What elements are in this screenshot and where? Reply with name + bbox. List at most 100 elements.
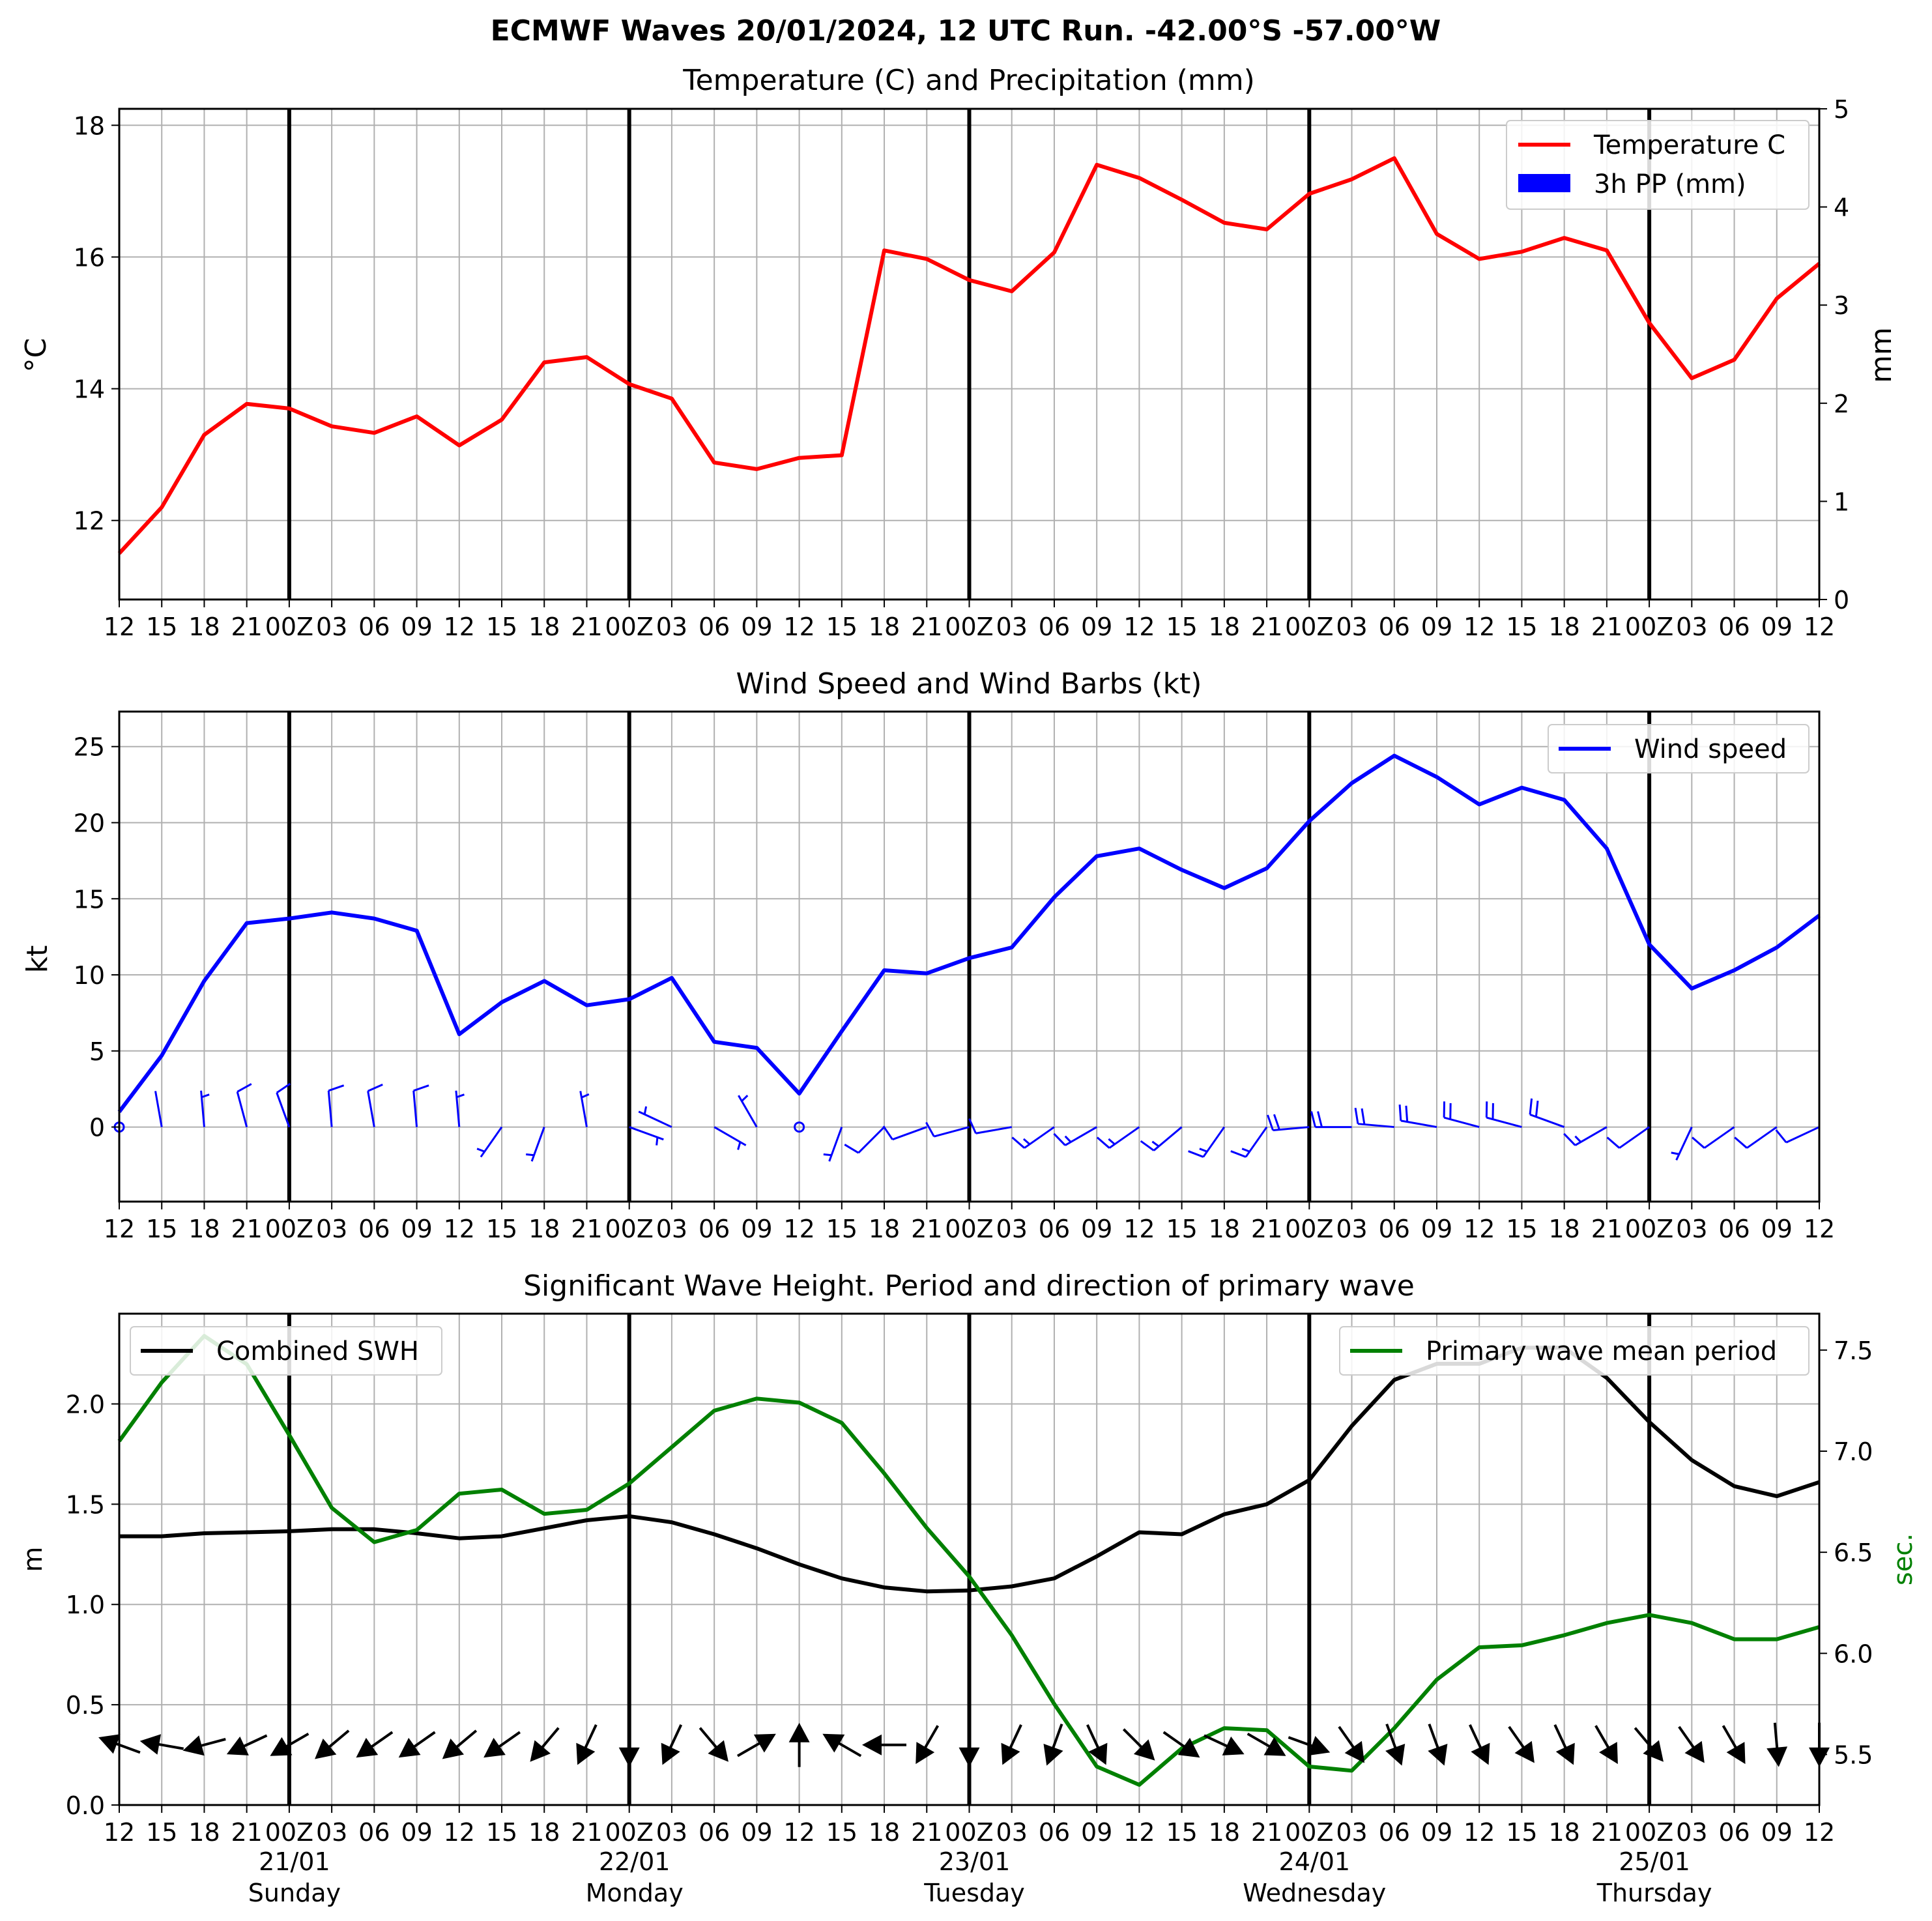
wind-barb	[1140, 1126, 1183, 1151]
wave-direction-arrow	[1678, 1726, 1705, 1763]
x-tick-label: 00Z	[1625, 1215, 1673, 1243]
wind-barb-full-flag	[276, 1082, 291, 1094]
wave-arrow-head	[356, 1737, 379, 1758]
wave-direction-arrow	[1722, 1725, 1746, 1765]
wind-barb-full-flag	[1606, 1136, 1621, 1149]
x-tick-label: 21	[911, 613, 942, 641]
x-tick-label: 12	[444, 613, 475, 641]
x-tick-label: 12	[104, 613, 135, 641]
x-tick-label: 06	[1718, 1818, 1750, 1847]
wave-direction-arrow	[822, 1733, 862, 1757]
wind-barb-staff	[1486, 1116, 1522, 1129]
wind-barb-full-flag	[1529, 1098, 1533, 1115]
wave-direction-arrow	[576, 1724, 598, 1765]
wave-direction-arrow	[270, 1732, 310, 1756]
wave-direction-arrow	[661, 1724, 683, 1765]
wave-direction-arrow	[356, 1731, 394, 1758]
wave-direction-arrow	[1122, 1728, 1155, 1761]
wind-barb-staff	[1703, 1126, 1735, 1149]
wave-arrow-shaft	[1122, 1728, 1144, 1749]
figure-title: ECMWF Waves 20/01/2024, 12 UTC Run. -42.…	[491, 14, 1441, 48]
x-tick-label: 00Z	[1625, 613, 1673, 641]
y2-tick-label: 0	[1834, 586, 1849, 614]
wave-arrow-head	[753, 1733, 776, 1753]
legend-label: Combined SWH	[216, 1336, 419, 1366]
wave-arrow-shaft	[1204, 1734, 1229, 1748]
day-name-label: Tuesday	[923, 1879, 1025, 1907]
wind-barb-full-flag	[1734, 1136, 1748, 1149]
wind-barb-staff	[1785, 1126, 1820, 1144]
x-tick-label: 15	[1166, 613, 1197, 641]
x-tick-label: 12	[783, 1818, 815, 1847]
x-tick-label: 06	[1379, 1818, 1410, 1847]
wave-arrow-shaft	[497, 1731, 521, 1748]
wind-barb	[1188, 1126, 1226, 1158]
wave-arrow-shaft	[1773, 1722, 1779, 1749]
wind-barb-staff	[1675, 1126, 1693, 1161]
panel-temperature-precipitation: Temperature (C) and Precipitation (mm) 1…	[20, 64, 1898, 641]
x-tick-label: 09	[1761, 613, 1793, 641]
panel-waves: Significant Wave Height. Period and dire…	[18, 1269, 1918, 1907]
wind-barb-full-flag	[1096, 1136, 1110, 1149]
wind-barb-full-flag	[413, 1084, 429, 1092]
wind-barb-half-flag	[1151, 1140, 1160, 1148]
wind-barb-full-flag	[844, 1144, 859, 1154]
x-tick-label: 03	[996, 613, 1028, 641]
wave-arrow-head	[1599, 1742, 1618, 1765]
y-tick-label: 1.5	[66, 1490, 105, 1519]
x-tick-label: 21	[1591, 1818, 1622, 1847]
wind-barb	[738, 1095, 758, 1128]
x-tick-label: 18	[1209, 613, 1240, 641]
wave-direction-arrow	[1162, 1731, 1200, 1758]
wave-arrow-shaft	[1051, 1724, 1063, 1750]
x-tick-label: 18	[1209, 1818, 1240, 1847]
wave-direction-arrow	[139, 1734, 184, 1755]
wave-direction-arrow	[1001, 1724, 1022, 1765]
wave-arrow-head	[1726, 1742, 1746, 1765]
x-tick-label: 12	[444, 1215, 475, 1243]
x-tick-label: 21	[571, 1818, 602, 1847]
y2-tick-label: 6.5	[1834, 1538, 1873, 1567]
y-tick-label: 25	[74, 733, 105, 762]
x-tick-label: 00Z	[605, 1818, 654, 1847]
wave-arrow-shaft	[370, 1731, 394, 1748]
y2-tick-label: 6.0	[1834, 1639, 1873, 1668]
y-tick-label: 14	[74, 375, 105, 404]
x-tick-label: 09	[401, 1215, 432, 1243]
wind-barb-staff	[480, 1126, 503, 1158]
x-tick-label: 06	[1379, 1215, 1410, 1243]
wave-arrow-head	[1684, 1740, 1705, 1763]
wind-barb	[455, 1090, 465, 1127]
x-tick-label: 03	[996, 1215, 1028, 1243]
x-tick-label: 12	[1804, 613, 1835, 641]
x-tick-label: 00Z	[1285, 1215, 1333, 1243]
wind-barb-staff	[738, 1095, 758, 1128]
x-tick-label: 15	[486, 1818, 517, 1847]
day-name-label: Sunday	[248, 1879, 341, 1907]
wind-barb-half-flag	[737, 1142, 742, 1150]
x-tick-label: 06	[699, 1215, 730, 1243]
wind-barb	[367, 1083, 383, 1127]
wind-barb	[1443, 1101, 1480, 1129]
wave-arrow-head	[530, 1740, 551, 1762]
x-tick-label: 03	[316, 1215, 347, 1243]
wave-arrow-head	[1133, 1739, 1155, 1761]
wave-direction-arrow	[1288, 1736, 1331, 1756]
wind-barb	[476, 1126, 503, 1158]
wave-arrow-shaft	[285, 1732, 310, 1748]
x-tick-label: 09	[1081, 1215, 1112, 1243]
wave-arrow-head	[1643, 1740, 1664, 1762]
x-tick-label: 06	[358, 613, 390, 641]
legend-label: 3h PP (mm)	[1594, 169, 1746, 199]
x-tick-label: 15	[486, 613, 517, 641]
wind-barb-staff	[1443, 1116, 1480, 1129]
x-tick-label: 00Z	[945, 613, 993, 641]
x-tick-label: 00Z	[605, 613, 654, 641]
wave-arrow-head	[576, 1742, 596, 1765]
wave-arrow-head	[1428, 1743, 1448, 1766]
wave-arrow-shaft	[923, 1725, 940, 1749]
wind-barb	[1398, 1105, 1437, 1129]
wave-arrow-shaft	[736, 1741, 761, 1757]
wind-barb-staff	[1064, 1126, 1097, 1146]
